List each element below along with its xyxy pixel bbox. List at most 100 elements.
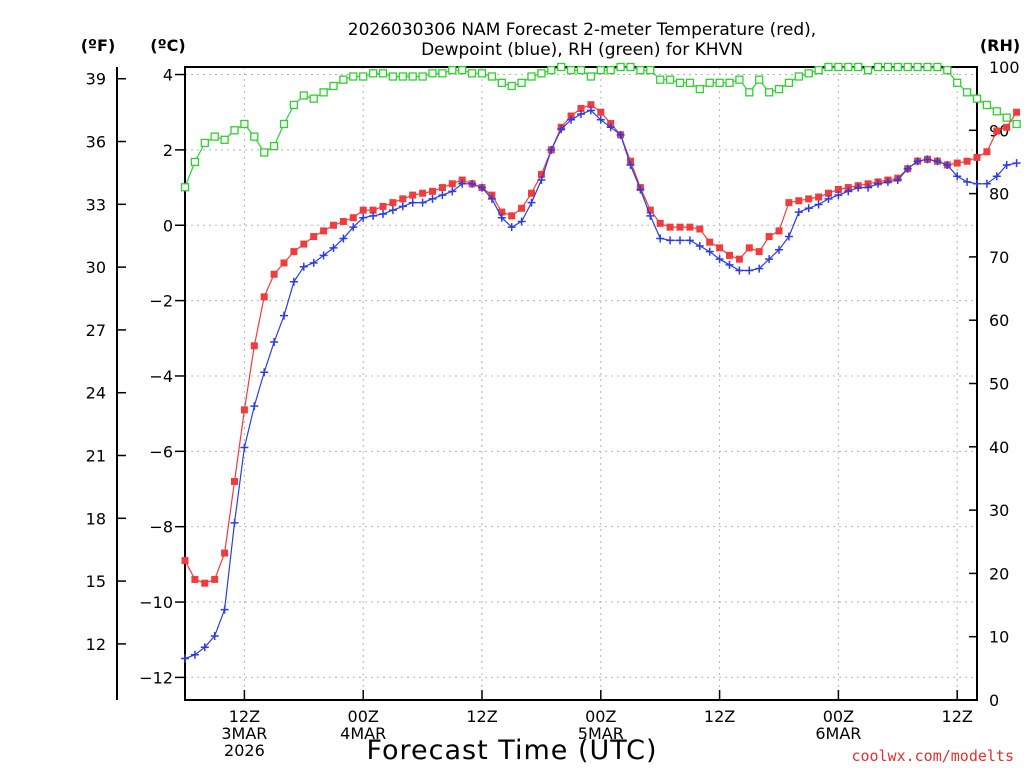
dewpoint-point bbox=[982, 179, 991, 188]
dewpoint-point bbox=[636, 185, 645, 194]
temperature-point bbox=[359, 206, 367, 214]
dewpoint-point bbox=[537, 176, 546, 185]
temperature-point bbox=[240, 406, 248, 414]
rh-point bbox=[180, 183, 190, 192]
dewpoint-point bbox=[844, 187, 853, 196]
chart-title-line1: 2026030306 NAM Forecast 2-meter Temperat… bbox=[348, 20, 816, 40]
temperature-point bbox=[201, 579, 209, 587]
rh-point bbox=[200, 138, 209, 148]
rh-point bbox=[586, 72, 596, 81]
temperature-point bbox=[706, 238, 714, 246]
rh-tick-label: 100 bbox=[989, 58, 1020, 77]
rh-point bbox=[339, 75, 348, 84]
temperature-point bbox=[815, 193, 823, 201]
rh-point bbox=[685, 78, 695, 87]
fahrenheit-tick-label: 24 bbox=[86, 384, 106, 403]
celsius-tick-label: 2 bbox=[163, 141, 173, 160]
temperature-point bbox=[696, 225, 704, 233]
dewpoint-point bbox=[685, 236, 694, 245]
dewpoint-point bbox=[230, 518, 239, 527]
rh-tick-label: 50 bbox=[989, 375, 1009, 394]
time-tick-label: 4MAR bbox=[340, 724, 386, 743]
time-tick-label: 12Z bbox=[704, 707, 735, 726]
rh-point bbox=[418, 72, 427, 81]
rh-point bbox=[458, 66, 467, 75]
dewpoint-series bbox=[181, 106, 1021, 663]
dewpoint-point bbox=[507, 223, 516, 232]
rh-point bbox=[735, 75, 744, 84]
rh-point bbox=[774, 85, 784, 94]
rh-point bbox=[804, 69, 813, 78]
time-tick-label: 00Z bbox=[585, 707, 616, 726]
dewpoint-point bbox=[923, 155, 932, 164]
dewpoint-point bbox=[487, 194, 496, 203]
dewpoint-point bbox=[557, 125, 566, 134]
temperature-point bbox=[419, 189, 427, 197]
dewpoint-point bbox=[577, 110, 585, 119]
rh-point bbox=[992, 107, 1001, 116]
dewpoint-point bbox=[210, 631, 219, 640]
dewpoint-point bbox=[775, 245, 783, 254]
temperature-point bbox=[805, 195, 813, 203]
time-tick-label: 12Z bbox=[229, 707, 260, 726]
rh-point bbox=[972, 94, 982, 103]
rh-point bbox=[873, 62, 883, 72]
temperature-point bbox=[379, 202, 387, 210]
rh-point bbox=[745, 88, 754, 97]
dewpoint-point bbox=[913, 157, 922, 166]
dewpoint-point bbox=[794, 208, 803, 217]
dewpoint-point bbox=[933, 157, 942, 166]
dewpoint-point bbox=[319, 251, 328, 260]
dewpoint-point bbox=[1012, 159, 1021, 168]
temperature-point bbox=[686, 223, 694, 231]
temperature-point bbox=[369, 206, 377, 214]
rh-point bbox=[656, 75, 665, 84]
dewpoint-point bbox=[606, 123, 615, 132]
dewpoint-point bbox=[695, 241, 704, 250]
rh-point bbox=[279, 119, 289, 129]
rh-point bbox=[448, 66, 457, 75]
temperature-point bbox=[320, 227, 328, 235]
temperature-point bbox=[250, 342, 258, 350]
rh-point bbox=[319, 88, 328, 97]
rh-point bbox=[982, 100, 992, 110]
temperature-point bbox=[300, 240, 308, 248]
dewpoint-point bbox=[200, 643, 209, 652]
temperature-point bbox=[349, 214, 357, 222]
rh-point bbox=[1012, 119, 1021, 129]
rh-point bbox=[408, 72, 417, 81]
rh-point bbox=[725, 78, 734, 87]
celsius-tick-label: −4 bbox=[149, 367, 173, 386]
fahrenheit-tick-label: 15 bbox=[86, 572, 106, 591]
dewpoint-point bbox=[893, 176, 902, 185]
rh-point bbox=[764, 88, 774, 97]
temperature-point bbox=[290, 248, 298, 256]
temperature-point bbox=[448, 180, 456, 188]
dewpoint-point bbox=[804, 204, 813, 213]
dewpoint-point bbox=[616, 130, 625, 139]
time-tick-label: 5MAR bbox=[578, 724, 624, 743]
dewpoint-point bbox=[250, 402, 259, 411]
rh-point bbox=[467, 69, 477, 78]
dewpoint-point bbox=[755, 264, 764, 273]
rh-point bbox=[784, 78, 794, 87]
rh-point bbox=[398, 72, 407, 81]
temperature-point bbox=[260, 293, 268, 301]
credit-link[interactable]: coolwx.com/modelts bbox=[851, 747, 1014, 765]
temperature-point bbox=[577, 104, 585, 112]
rh-point bbox=[903, 62, 912, 72]
rh-point bbox=[329, 81, 338, 91]
temperature-point bbox=[211, 575, 219, 583]
dewpoint-point bbox=[705, 247, 714, 256]
rh-point bbox=[359, 72, 368, 81]
temperature-point bbox=[973, 153, 981, 161]
temperature-point bbox=[537, 170, 545, 178]
temperature-point bbox=[330, 221, 337, 229]
dewpoint-point bbox=[784, 232, 793, 241]
temperature-point bbox=[1003, 123, 1011, 131]
rh-point bbox=[636, 66, 645, 75]
celsius-axis-ticks: 4 2 0 −2 −4 −6 −8 −10 −12 bbox=[139, 66, 185, 687]
rh-point bbox=[883, 62, 893, 72]
temperature-point bbox=[735, 255, 743, 263]
